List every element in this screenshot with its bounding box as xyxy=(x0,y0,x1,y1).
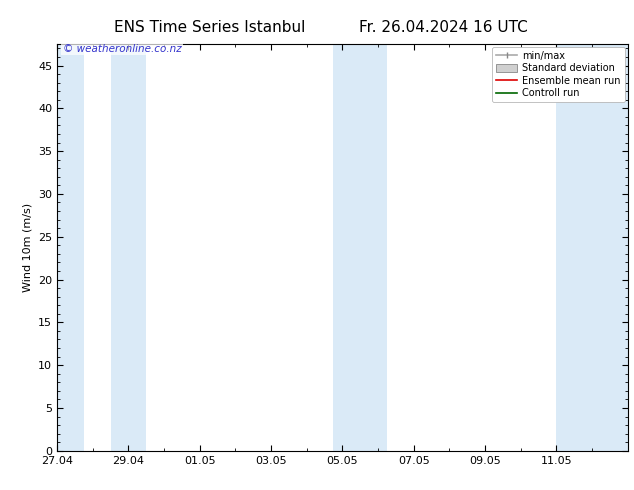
Text: ENS Time Series Istanbul: ENS Time Series Istanbul xyxy=(113,20,305,35)
Bar xyxy=(333,44,387,451)
Bar xyxy=(57,44,84,451)
Text: Fr. 26.04.2024 16 UTC: Fr. 26.04.2024 16 UTC xyxy=(359,20,528,35)
Bar xyxy=(110,44,146,451)
Bar xyxy=(557,44,628,451)
Legend: min/max, Standard deviation, Ensemble mean run, Controll run: min/max, Standard deviation, Ensemble me… xyxy=(492,47,624,102)
Y-axis label: Wind 10m (m/s): Wind 10m (m/s) xyxy=(23,203,32,292)
Text: © weatheronline.co.nz: © weatheronline.co.nz xyxy=(63,44,181,54)
